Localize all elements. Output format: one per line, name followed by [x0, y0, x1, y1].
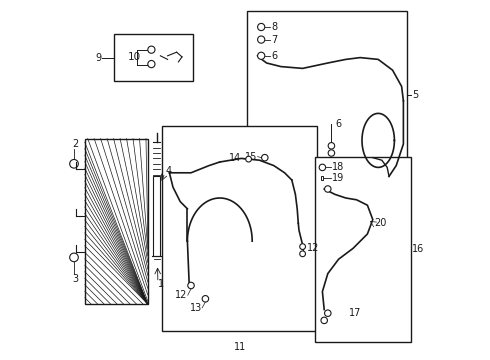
Text: 20: 20 — [374, 218, 386, 228]
Bar — [85, 139, 148, 304]
Bar — [153, 176, 160, 256]
Text: 17: 17 — [349, 308, 362, 318]
Text: 3: 3 — [72, 274, 78, 284]
Text: 19: 19 — [332, 173, 344, 183]
Circle shape — [324, 310, 331, 316]
Circle shape — [300, 251, 305, 257]
Text: 9: 9 — [95, 53, 101, 63]
Text: 4: 4 — [165, 166, 171, 176]
Text: 12: 12 — [307, 243, 319, 253]
Text: 14: 14 — [229, 153, 242, 163]
Circle shape — [258, 36, 265, 43]
Text: 11: 11 — [233, 342, 245, 352]
Circle shape — [328, 150, 335, 156]
Circle shape — [258, 23, 265, 31]
Circle shape — [300, 244, 305, 249]
Circle shape — [148, 46, 155, 53]
Circle shape — [188, 282, 194, 289]
Bar — [114, 34, 193, 81]
Text: 10: 10 — [128, 52, 141, 62]
Text: 5: 5 — [413, 90, 418, 100]
Circle shape — [324, 186, 331, 192]
Circle shape — [319, 164, 326, 171]
Bar — [162, 126, 317, 331]
Circle shape — [148, 60, 155, 68]
Circle shape — [245, 156, 251, 162]
Circle shape — [70, 253, 78, 262]
Circle shape — [321, 317, 327, 324]
Text: 6: 6 — [271, 51, 277, 61]
Text: 15: 15 — [245, 152, 258, 162]
Text: 16: 16 — [413, 244, 425, 254]
Circle shape — [262, 154, 268, 161]
Text: 18: 18 — [332, 162, 344, 172]
Text: 12: 12 — [175, 290, 187, 300]
Bar — [320, 176, 323, 180]
Circle shape — [258, 52, 265, 59]
Circle shape — [202, 296, 209, 302]
Text: 2: 2 — [72, 139, 78, 149]
Bar — [315, 157, 411, 342]
Text: 1: 1 — [158, 279, 164, 289]
Text: 8: 8 — [271, 22, 277, 32]
Text: 7: 7 — [271, 35, 277, 45]
Text: 6: 6 — [335, 119, 341, 129]
Bar — [247, 11, 407, 180]
Circle shape — [70, 159, 78, 168]
Bar — [85, 139, 148, 304]
Circle shape — [328, 143, 335, 149]
Text: 13: 13 — [190, 303, 202, 313]
